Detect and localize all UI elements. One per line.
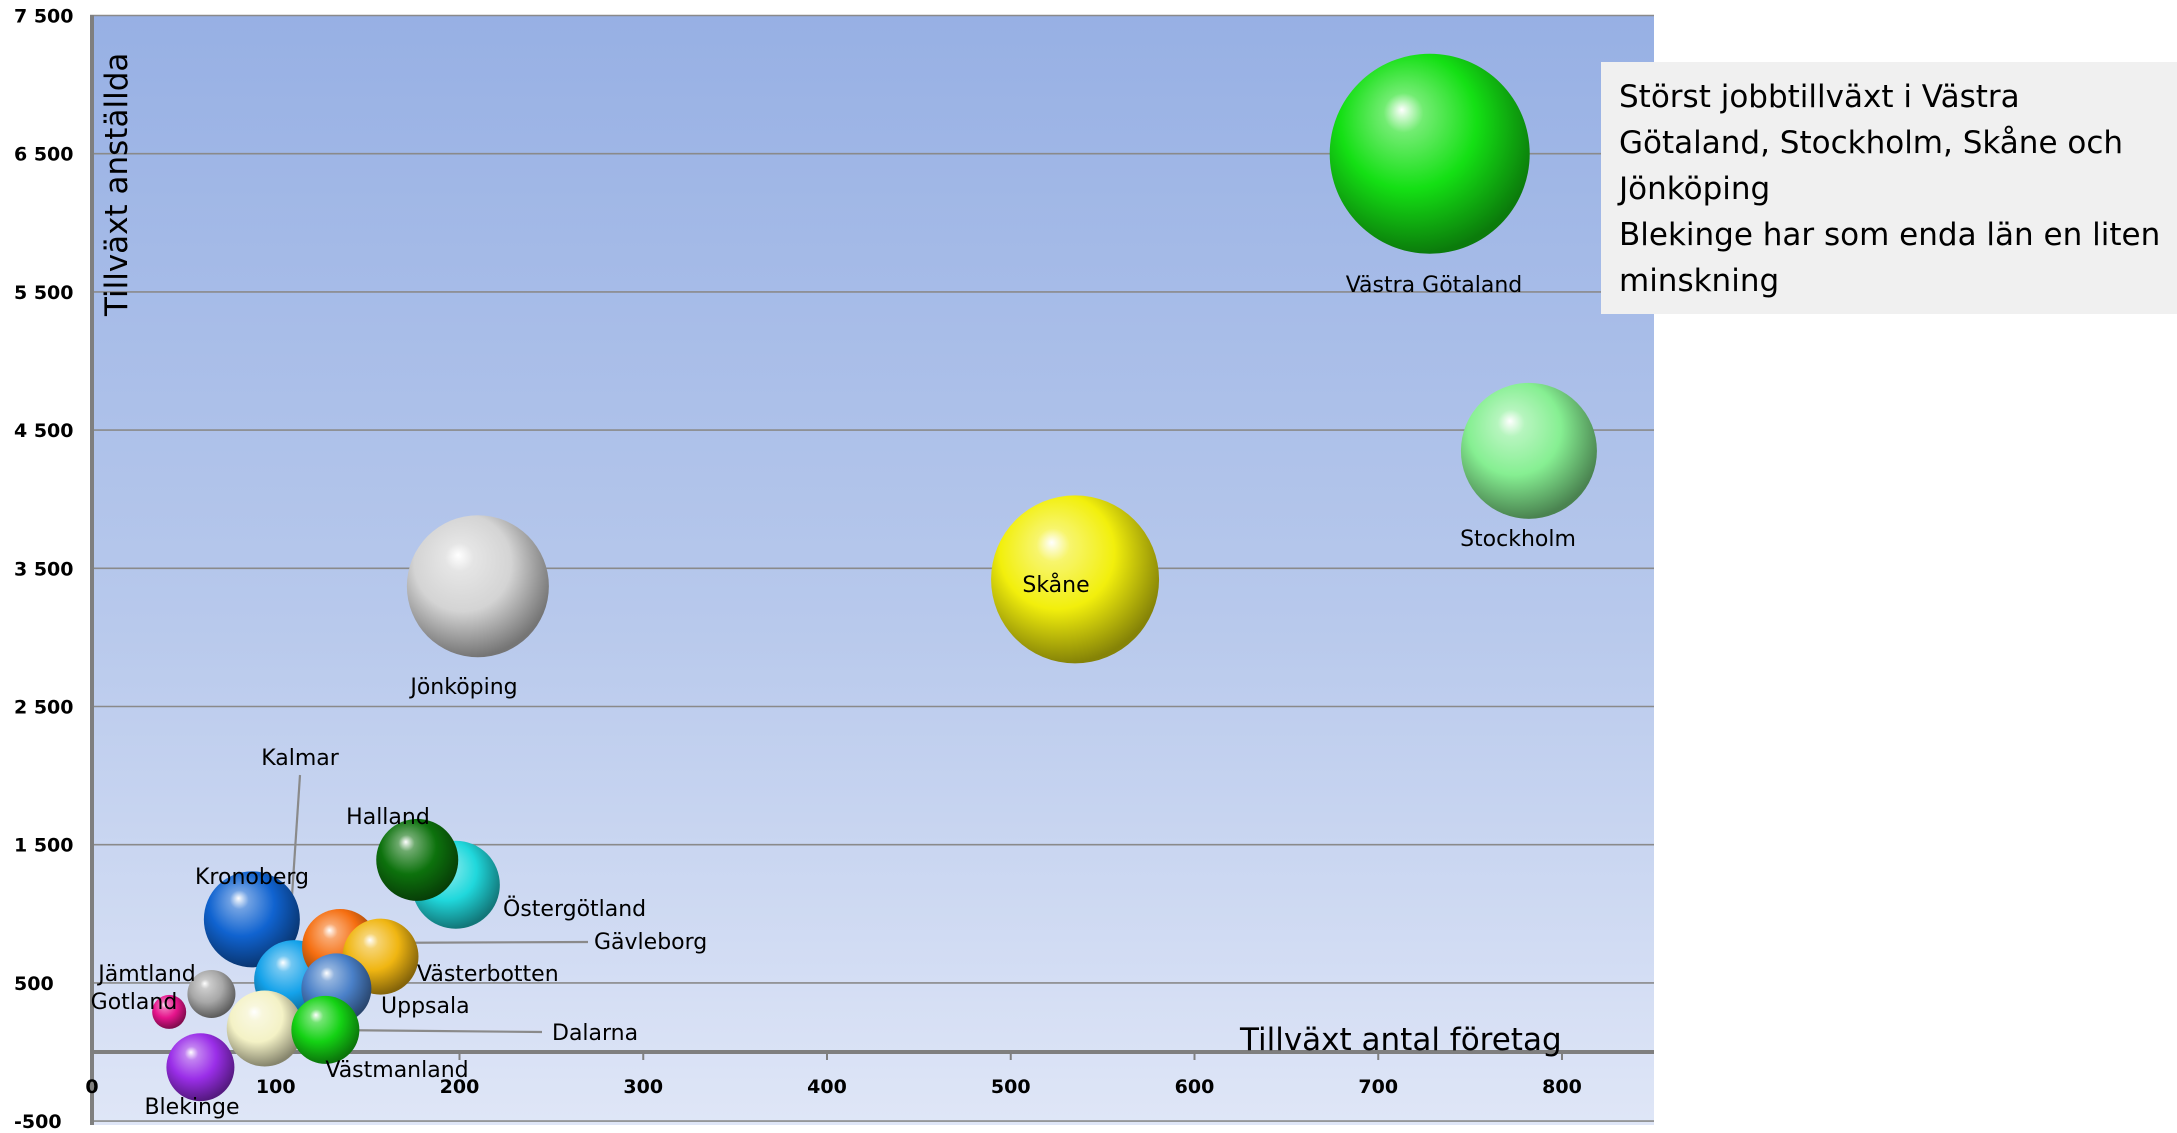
bubble-jämtland <box>187 969 236 1018</box>
bubble-label: Uppsala <box>381 994 470 1019</box>
bubble-label: Stockholm <box>1460 527 1576 552</box>
x-tick-label: 600 <box>1175 1076 1215 1098</box>
bubble-label: Jönköping <box>408 675 517 700</box>
x-tick-label: 800 <box>1542 1076 1582 1098</box>
y-tick-label: 5 500 <box>14 282 74 304</box>
x-tick-label: 500 <box>991 1076 1031 1098</box>
annotation-box: Störst jobbtillväxt i Västra Götaland, S… <box>1601 62 2177 314</box>
bubble-label: Dalarna <box>552 1021 638 1046</box>
bubble-västmanland <box>291 995 360 1064</box>
bubble-label: Västerbotten <box>417 962 559 987</box>
y-axis-ticks: 7 500 6 500 5 500 4 500 3 500 2 500 1 500 500 -5… <box>14 6 74 1133</box>
y-tick-label: 6 500 <box>14 144 74 166</box>
x-tick-label: 400 <box>807 1076 847 1098</box>
y-tick-label: 500 <box>14 973 54 995</box>
bubble-gotland <box>152 994 187 1029</box>
annotation-line: Jönköping <box>1619 171 1771 207</box>
bubble-label: Västra Götaland <box>1346 273 1523 298</box>
bubble-label: Kronoberg <box>195 865 309 890</box>
bubble-label: Kalmar <box>261 746 340 771</box>
y-tick-label: 7 500 <box>14 6 74 28</box>
annotation-line: Blekinge har som enda län en liten <box>1619 217 2161 253</box>
bubble-label: Skåne <box>1022 572 1089 598</box>
bubble-jönköping <box>406 515 549 658</box>
x-tick-label: 700 <box>1358 1076 1398 1098</box>
y-tick-label: -500 <box>14 1111 62 1133</box>
bubble-label: Blekinge <box>144 1095 239 1120</box>
bubble-label: Gävleborg <box>594 930 707 955</box>
bubble-halland <box>376 818 459 901</box>
bubble-label: Gotland <box>91 990 178 1015</box>
annotation-line: minskning <box>1619 263 1780 299</box>
bubble-label: Halland <box>346 805 430 830</box>
bubble-västra-götaland <box>1329 53 1530 254</box>
x-tick-label: 200 <box>440 1076 480 1098</box>
bubble-labels: Västra Götaland Stockholm Skåne Jönköping Ha… <box>91 273 1576 1120</box>
y-tick-label: 3 500 <box>14 558 74 580</box>
y-axis-title: Tillväxt anställda <box>99 53 135 317</box>
x-tick-label: 0 <box>85 1076 98 1098</box>
x-tick-label: 300 <box>623 1076 663 1098</box>
annotation-line: Götaland, Stockholm, Skåne och <box>1619 125 2124 161</box>
x-tick-label: 100 <box>256 1076 296 1098</box>
bubble-stockholm <box>1460 382 1597 519</box>
y-tick-label: 1 500 <box>14 835 74 857</box>
bubble-label: Östergötland <box>503 896 646 922</box>
y-tick-label: 4 500 <box>14 420 74 442</box>
bubble-kronoberg <box>203 871 300 968</box>
bubble-skåne <box>991 495 1160 664</box>
x-axis-title: Tillväxt antal företag <box>1239 1022 1562 1058</box>
bubble-blekinge <box>166 1033 235 1102</box>
bubble-label: Jämtland <box>96 962 196 987</box>
y-tick-label: 2 500 <box>14 697 74 719</box>
bubble-dalarna <box>226 990 303 1067</box>
annotation-line: Störst jobbtillväxt i Västra <box>1619 79 2020 115</box>
bubbles <box>152 53 1597 1102</box>
bubble-label: Västmanland <box>325 1058 468 1083</box>
x-axis-ticks: 0 100 200 300 400 500 600 700 800 <box>85 1052 1582 1098</box>
